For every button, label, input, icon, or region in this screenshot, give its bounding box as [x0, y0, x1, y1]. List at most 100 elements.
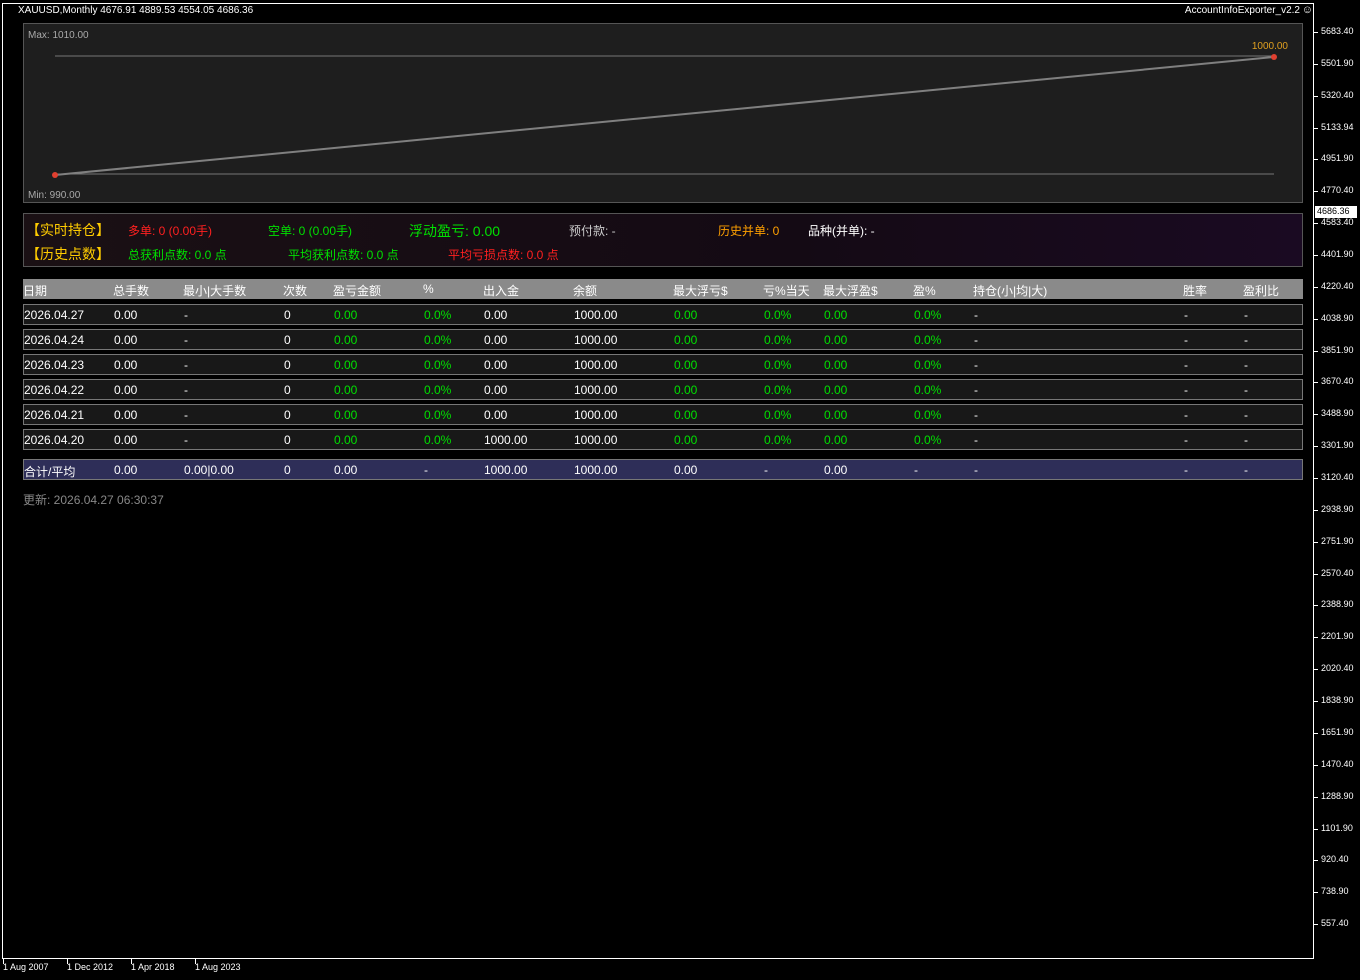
price-label: 2388.90 — [1321, 599, 1354, 610]
table-cell: 0.00 — [334, 358, 358, 372]
current-price-label: 4686.36 — [1315, 206, 1357, 218]
price-label: 4583.40 — [1321, 217, 1354, 228]
table-cell: 0.0% — [424, 308, 452, 322]
table-cell: 0.00 — [114, 358, 138, 372]
table-cell: - — [974, 463, 978, 477]
table-cell: 2026.04.24 — [24, 333, 85, 347]
table-cell: - — [914, 463, 918, 477]
min-label: Min: 990.00 — [28, 190, 81, 201]
table-cell: - — [974, 383, 978, 397]
long-positions: 多单: 0 (0.00手) — [128, 224, 213, 238]
price-tick — [1314, 509, 1318, 511]
table-cell: 0.0% — [424, 408, 452, 422]
price-axis: 5683.40 5501.90 5320.40 5133.94 4951.90 4770.… — [1314, 0, 1360, 960]
price-tick — [1314, 605, 1318, 607]
table-cell: 0.00 — [114, 408, 138, 422]
table-cell: 0.00 — [824, 333, 848, 347]
table-cell: 0 — [284, 358, 291, 372]
table-cell: 0.00 — [824, 463, 848, 477]
table-cell: 0.00 — [824, 358, 848, 372]
table-cell: 0.0% — [764, 383, 792, 397]
price-label: 5683.40 — [1321, 26, 1354, 36]
total-profit-points: 总获利点数: 0.0 点 — [128, 248, 227, 262]
table-cell: 0.00 — [674, 433, 698, 447]
time-tick — [67, 959, 68, 964]
price-label: 557.40 — [1321, 918, 1349, 929]
column-header: 亏%当天 — [763, 284, 810, 298]
price-label: 3120.40 — [1321, 472, 1354, 483]
table-cell: - — [1184, 383, 1188, 397]
table-cell: - — [1184, 433, 1188, 447]
table-cell: 1000.00 — [574, 308, 618, 322]
table-cell: 0.00 — [334, 433, 358, 447]
table-cell: - — [184, 333, 188, 347]
table-cell: - — [184, 408, 188, 422]
table-cell: 0 — [284, 433, 291, 447]
price-label: 4401.90 — [1321, 249, 1354, 260]
table-row: 2026.04.24 0.00 - 0 0.00 0.0% 0.00 1000.00 0.00 0… — [23, 329, 1303, 350]
table-cell: - — [1244, 463, 1248, 477]
table-row: 2026.04.27 0.00 - 0 0.00 0.0% 0.00 1000.00 0.00 0… — [23, 304, 1303, 325]
price-tick — [1314, 732, 1318, 734]
table-row: 2026.04.20 0.00 - 0 0.00 0.0% 1000.00 1000.00 0.… — [23, 429, 1303, 450]
table-cell: 2026.04.27 — [24, 308, 85, 322]
table-cell: 0.00 — [824, 308, 848, 322]
price-tick — [1314, 828, 1318, 830]
table-cell: - — [1244, 308, 1248, 322]
table-cell: - — [184, 433, 188, 447]
smiley-icon[interactable]: ☺ — [1301, 4, 1313, 16]
price-label: 4220.40 — [1321, 280, 1354, 291]
history-title: 【历史点数】 — [26, 246, 110, 262]
table-cell: - — [974, 333, 978, 347]
price-label: 738.90 — [1321, 886, 1349, 897]
table-cell: 合计/平均 — [24, 465, 76, 479]
price-tick — [1314, 127, 1318, 129]
table-cell: 0.0% — [764, 333, 792, 347]
table-cell: - — [974, 308, 978, 322]
table-cell: 1000.00 — [484, 463, 528, 477]
table-cell: - — [1244, 358, 1248, 372]
column-header: 盈利比 — [1243, 284, 1280, 298]
table-cell: - — [1184, 333, 1188, 347]
table-cell: 1000.00 — [574, 383, 618, 397]
table-cell: 0.00|0.00 — [184, 463, 234, 477]
table-cell: - — [184, 308, 188, 322]
equity-chart: Max: 1010.00 Min: 990.00 1000.00 — [23, 23, 1303, 203]
table-cell: 0.0% — [764, 408, 792, 422]
time-label: 1 Aug 2023 — [195, 962, 241, 972]
price-tick — [1314, 191, 1318, 193]
table-cell: - — [184, 358, 188, 372]
column-header: 总手数 — [113, 284, 150, 298]
table-cell: - — [1244, 383, 1248, 397]
equity-svg — [52, 54, 1277, 178]
price-tick — [1314, 350, 1318, 352]
price-tick — [1314, 924, 1318, 926]
table-cell: 0.00 — [824, 433, 848, 447]
price-tick — [1314, 892, 1318, 894]
price-label: 920.40 — [1321, 854, 1349, 865]
table-cell: 0.0% — [424, 433, 452, 447]
price-tick — [1314, 223, 1318, 225]
table-row: 2026.04.23 0.00 - 0 0.00 0.0% 0.00 1000.00 0.00 0… — [23, 354, 1303, 375]
table-cell: 0 — [284, 463, 291, 477]
time-tick — [131, 959, 132, 964]
table-cell: - — [1184, 308, 1188, 322]
price-label: 5501.90 — [1321, 57, 1354, 68]
table-cell: 0.0% — [914, 433, 942, 447]
price-tick — [1314, 382, 1318, 384]
price-tick — [1314, 541, 1318, 543]
table-cell: 0.00 — [674, 358, 698, 372]
column-header: 持仓(小|均|大) — [973, 284, 1048, 298]
price-tick — [1314, 478, 1318, 480]
chart-window-frame — [2, 3, 1314, 959]
table-cell: 0.0% — [914, 333, 942, 347]
price-label: 1470.40 — [1321, 758, 1354, 769]
price-label: 5320.40 — [1321, 89, 1354, 100]
price-label: 2751.90 — [1321, 535, 1354, 546]
table-cell: 0 — [284, 333, 291, 347]
table-cell: 0.0% — [424, 383, 452, 397]
symbol-info: XAUUSD,Monthly 4676.91 4889.53 4554.05 4… — [18, 5, 254, 16]
equity-line — [54, 56, 1275, 176]
table-cell: 0 — [284, 308, 291, 322]
table-cell: 0.0% — [764, 358, 792, 372]
